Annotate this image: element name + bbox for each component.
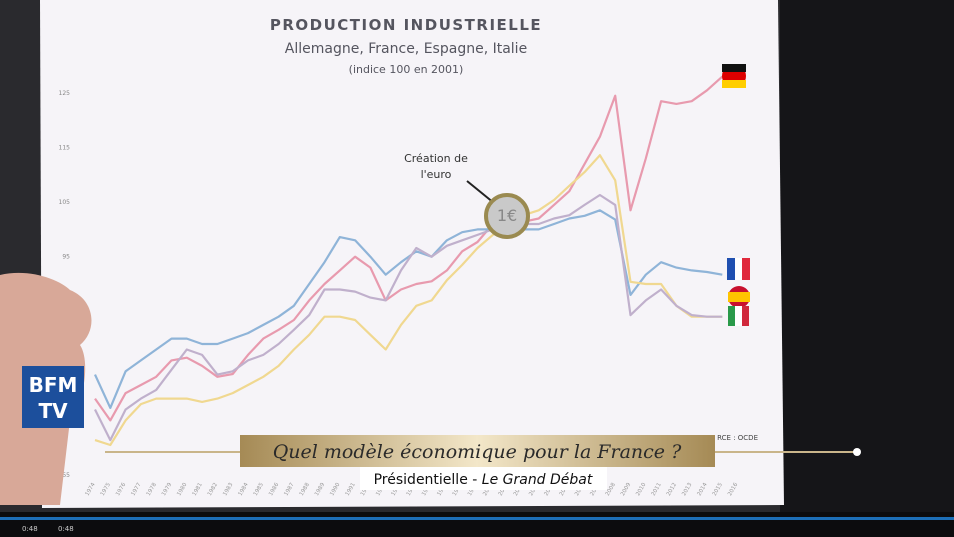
banner-text: Quel modèle économique pour la France ? [273,441,682,463]
logo: TV [38,399,68,423]
show-title: Présidentielle - Le Grand Débat [374,472,593,488]
show-title-plain: Présidentielle - [374,472,482,488]
progress[interactable] [0,517,954,520]
player-bar [0,512,954,537]
y-tick-label: 55 [62,472,70,479]
chart-subtitle: Allemagne, France, Espagne, Italie [285,41,527,57]
flag [728,306,735,326]
flag [722,80,746,88]
show-title-italic: Le Grand Débat [482,472,593,488]
annotation: l'euro [421,168,452,181]
flags [722,64,750,326]
logo-box [22,366,84,428]
suit [780,0,954,512]
show-box [360,467,607,490]
flag [742,258,750,280]
y-tick-label: 115 [59,145,71,152]
flag [742,306,749,326]
y-tick-label: 105 [59,199,71,206]
flag [722,64,746,72]
series-line [94,193,723,442]
time-current: 0:48 [22,525,38,533]
chart-note: (indice 100 en 2001) [349,63,464,76]
euro-coin [484,193,530,239]
flag [727,258,735,280]
series-line [94,154,723,447]
series-line [94,75,724,422]
y-tick-label: 125 [59,90,71,97]
logo: BFM [29,373,78,397]
source: RCE : OCDE [717,434,758,442]
flag [735,258,742,280]
flag [728,292,750,302]
banner-dot [853,448,861,456]
annotation: Création de [404,152,468,165]
annotation-arrow [466,180,495,204]
y-tick-label: 95 [62,254,70,261]
chart-title: PRODUCTION INDUSTRIELLE [270,16,542,34]
banner [240,435,715,467]
time-total: 0:48 [58,525,74,533]
flag [735,306,742,326]
euro-coin-glyph: 1€ [497,206,517,225]
series-line [94,209,723,409]
